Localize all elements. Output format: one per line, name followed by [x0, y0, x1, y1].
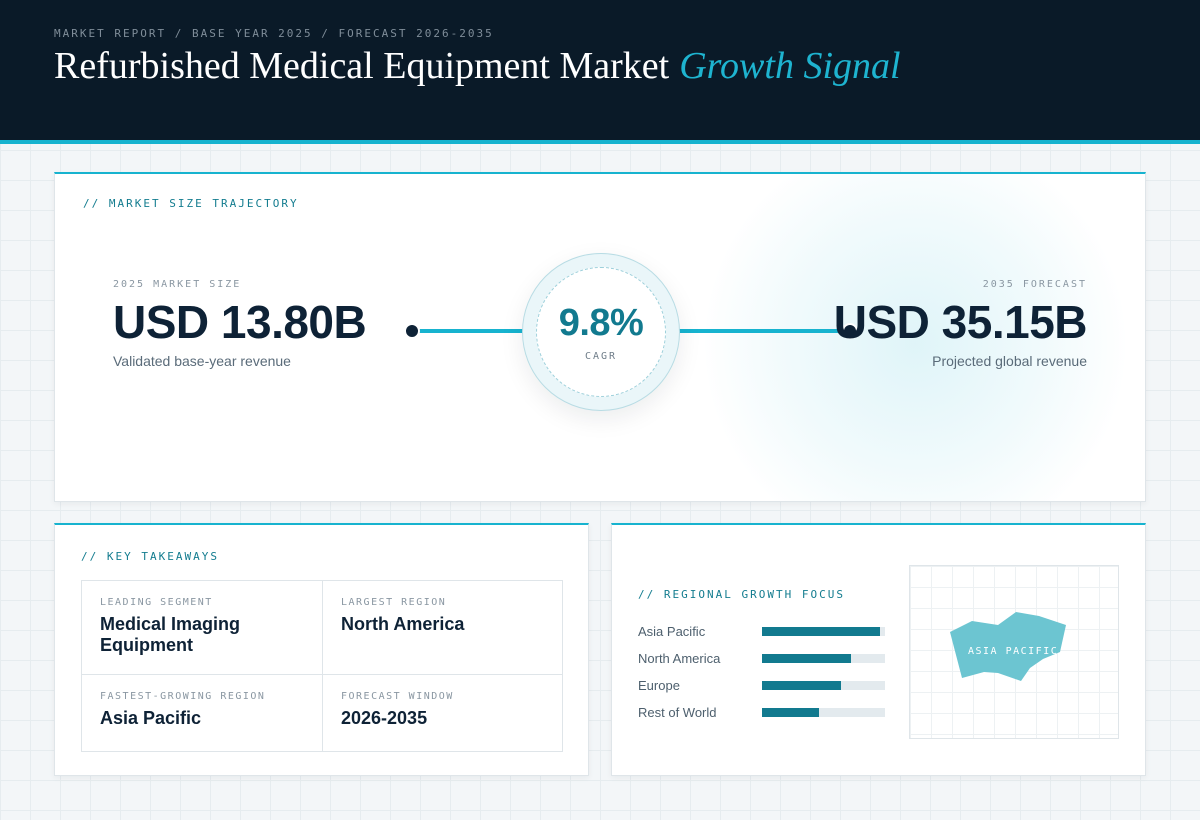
region-name: North America [638, 651, 721, 666]
base-year-value: USD 13.80B [113, 296, 367, 348]
region-bar-fill [762, 627, 881, 636]
takeaway-kicker: FASTEST-GROWING REGION [100, 691, 266, 702]
page-title-main: Refurbished Medical Equipment Market [54, 45, 670, 87]
takeaways-section-label: // KEY TAKEAWAYS [81, 550, 219, 563]
asia-pacific-map: ASIA PACIFIC [909, 565, 1119, 739]
cagr-label: CAGR [584, 351, 618, 362]
key-takeaways-card: // KEY TAKEAWAYS LEADING SEGMENT Medical… [54, 523, 589, 776]
cagr-inner-circle: 9.8% CAGR [536, 267, 666, 397]
region-name: Asia Pacific [638, 624, 706, 639]
report-header: MARKET REPORT / BASE YEAR 2025 / FORECAS… [0, 0, 1200, 144]
region-bar-row: Rest of World [638, 699, 888, 726]
regional-bar-list: Asia Pacific North America Europe Rest o… [638, 618, 888, 726]
forecast-description: Projected global revenue [932, 353, 1087, 369]
page-title-accent: Growth Signal [679, 45, 901, 87]
takeaway-leading-segment: LEADING SEGMENT Medical Imaging Equipmen… [82, 581, 322, 674]
takeaway-kicker: LARGEST REGION [341, 597, 447, 608]
page-title: Refurbished Medical Equipment Market Grow… [54, 44, 901, 88]
takeaway-largest-region: LARGEST REGION North America [322, 581, 562, 674]
region-bar-track [762, 708, 885, 717]
base-year-description: Validated base-year revenue [113, 353, 291, 369]
cagr-badge: 9.8% CAGR [522, 253, 680, 411]
forecast-kicker: 2035 FORECAST [982, 279, 1087, 290]
takeaway-kicker: LEADING SEGMENT [100, 597, 213, 608]
region-bar-track [762, 627, 885, 636]
region-bar-row: North America [638, 645, 888, 672]
trajectory-end-dot [842, 323, 858, 339]
takeaway-fastest-growing-region: FASTEST-GROWING REGION Asia Pacific [82, 674, 322, 751]
region-name: Europe [638, 678, 680, 693]
market-size-trajectory-card: // MARKET SIZE TRAJECTORY 2025 MARKET SI… [54, 172, 1146, 502]
base-year-stat: 2025 MARKET SIZE USD 13.80B Validated ba… [113, 279, 367, 369]
region-bar-fill [762, 708, 819, 717]
takeaway-value: 2026-2035 [341, 708, 428, 728]
region-bar-fill [762, 681, 841, 690]
region-bar-row: Asia Pacific [638, 618, 888, 645]
takeaway-value: North America [341, 614, 465, 634]
trajectory-start-dot [404, 323, 420, 339]
region-bar-fill [762, 654, 851, 663]
takeaway-forecast-window: FORECAST WINDOW 2026-2035 [322, 674, 562, 751]
takeaway-value: Medical Imaging Equipment [100, 614, 241, 655]
map-region-label: ASIA PACIFIC [968, 646, 1059, 657]
takeaway-kicker: FORECAST WINDOW [341, 691, 454, 702]
forecast-value: USD 35.15B [833, 296, 1088, 348]
takeaway-value: Asia Pacific [100, 708, 202, 728]
background-glow [705, 174, 1125, 501]
asia-pacific-map-shape [950, 612, 1066, 681]
region-bar-track [762, 654, 885, 663]
region-bar-track [762, 681, 885, 690]
regional-section-label: // REGIONAL GROWTH FOCUS [638, 588, 845, 601]
region-bar-row: Europe [638, 672, 888, 699]
base-year-kicker: 2025 MARKET SIZE [113, 279, 242, 290]
takeaways-grid: LEADING SEGMENT Medical Imaging Equipmen… [81, 580, 563, 752]
forecast-stat: 2035 FORECAST USD 35.15B Projected globa… [833, 279, 1088, 369]
regional-growth-card: // REGIONAL GROWTH FOCUS Asia Pacific No… [611, 523, 1146, 776]
region-name: Rest of World [638, 705, 717, 720]
trajectory-section-label: // MARKET SIZE TRAJECTORY [83, 197, 299, 210]
cagr-value: 9.8% [558, 302, 644, 344]
report-eyebrow: MARKET REPORT / BASE YEAR 2025 / FORECAS… [54, 27, 494, 40]
